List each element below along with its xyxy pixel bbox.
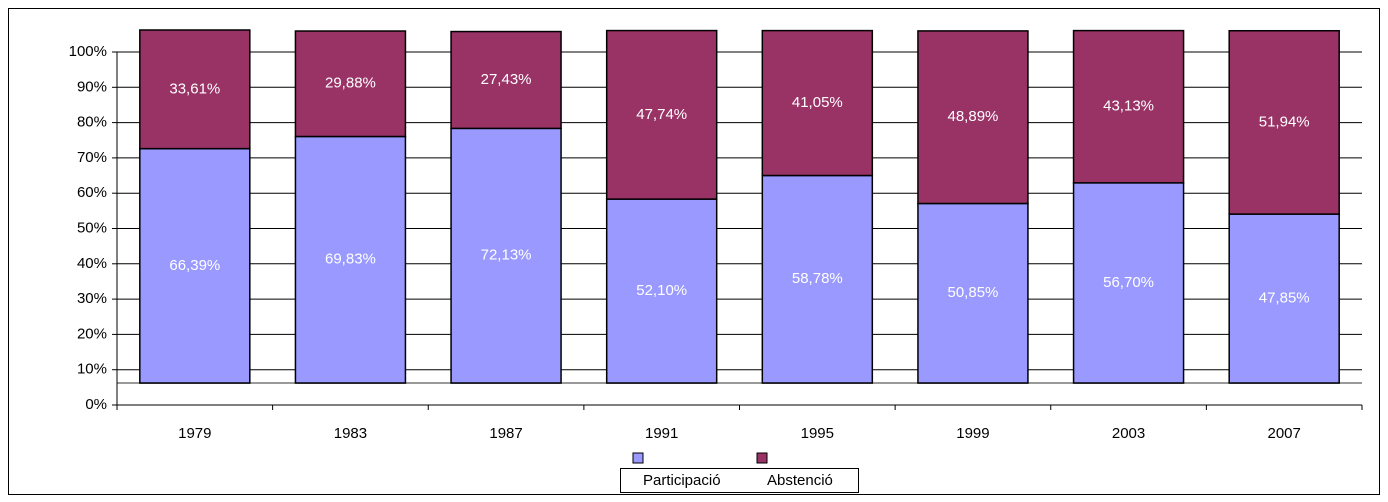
data-label: 48,89% bbox=[948, 108, 999, 125]
data-label: 47,85% bbox=[1259, 290, 1310, 307]
data-label: 41,05% bbox=[792, 94, 843, 111]
legend-label: Abstenció bbox=[767, 472, 833, 489]
y-tick-label: 50% bbox=[77, 219, 107, 236]
bar-segment bbox=[450, 127, 562, 384]
y-tick-label: 0% bbox=[85, 396, 107, 413]
data-label: 66,39% bbox=[169, 257, 220, 274]
data-label: 47,74% bbox=[636, 106, 687, 123]
data-label: 51,94% bbox=[1259, 113, 1310, 130]
x-tick-label: 1979 bbox=[178, 425, 211, 442]
x-tick-label: 1995 bbox=[801, 425, 834, 442]
legend-box bbox=[620, 468, 859, 493]
bar-segment bbox=[1228, 213, 1340, 384]
x-tick-label: 1987 bbox=[489, 425, 522, 442]
data-label: 56,70% bbox=[1103, 274, 1154, 291]
legend-marker bbox=[756, 452, 768, 464]
data-label: 69,83% bbox=[325, 251, 376, 268]
data-label: 50,85% bbox=[948, 284, 999, 301]
x-tick-label: 1983 bbox=[334, 425, 367, 442]
bar-segment bbox=[605, 198, 718, 384]
data-label: 58,78% bbox=[792, 270, 843, 287]
x-tick-label: 1991 bbox=[645, 425, 678, 442]
data-label: 29,88% bbox=[325, 75, 376, 92]
bar-segment bbox=[139, 147, 251, 384]
bar-segment bbox=[1228, 29, 1340, 215]
data-label: 27,43% bbox=[481, 71, 532, 88]
bar-segment bbox=[917, 202, 1029, 384]
legend-label: Participació bbox=[643, 472, 721, 489]
bar-segment bbox=[450, 30, 562, 130]
y-tick-label: 10% bbox=[77, 361, 107, 378]
bar-segment bbox=[1072, 29, 1185, 184]
data-label: 52,10% bbox=[636, 282, 687, 299]
bar-segment bbox=[294, 135, 407, 384]
legend-marker bbox=[632, 452, 644, 464]
y-tick-label: 60% bbox=[77, 184, 107, 201]
y-tick-label: 30% bbox=[77, 290, 107, 307]
y-tick-label: 20% bbox=[77, 325, 107, 342]
bar-segment bbox=[1072, 182, 1185, 384]
y-tick-label: 90% bbox=[77, 78, 107, 95]
data-label: 72,13% bbox=[481, 247, 532, 264]
bar-segment bbox=[139, 29, 251, 150]
y-tick-label: 80% bbox=[77, 114, 107, 131]
data-label: 33,61% bbox=[169, 80, 220, 97]
x-tick-label: 2003 bbox=[1112, 425, 1145, 442]
bar-segment bbox=[917, 30, 1029, 205]
bar-segment bbox=[294, 30, 407, 138]
bar-segment bbox=[605, 29, 718, 200]
x-tick-label: 2007 bbox=[1268, 425, 1301, 442]
bar-segment bbox=[761, 174, 874, 384]
x-tick-label: 1999 bbox=[956, 425, 989, 442]
y-tick-label: 40% bbox=[77, 255, 107, 272]
bar-segment bbox=[761, 29, 874, 177]
y-tick-label: 70% bbox=[77, 149, 107, 166]
y-tick-label: 100% bbox=[69, 43, 107, 60]
data-label: 43,13% bbox=[1103, 98, 1154, 115]
